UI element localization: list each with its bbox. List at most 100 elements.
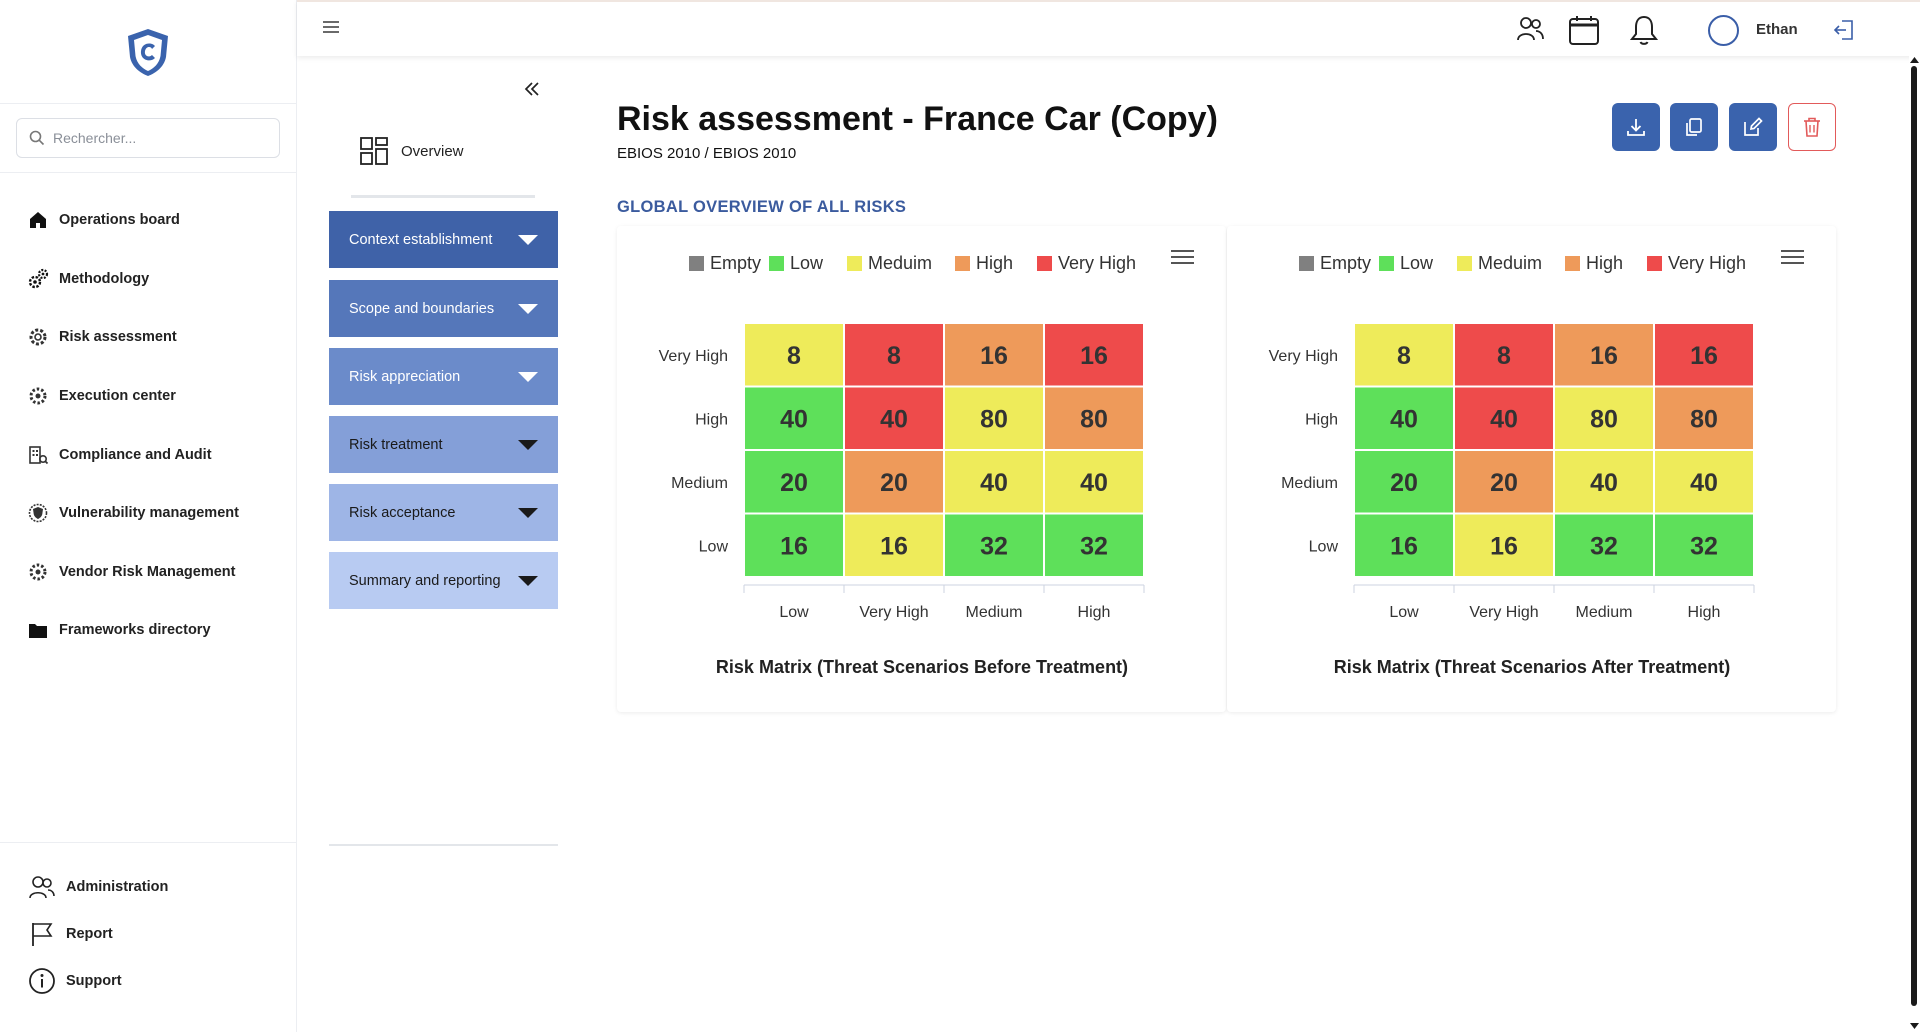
legend-item[interactable]: Low bbox=[769, 253, 824, 273]
matrix-cell[interactable] bbox=[1045, 451, 1143, 513]
matrix-cell[interactable] bbox=[745, 387, 843, 450]
cell-value-label: 8 bbox=[1397, 342, 1411, 370]
matrix-cell[interactable] bbox=[1045, 324, 1143, 386]
sidebar-item-support[interactable]: Support bbox=[0, 957, 297, 1004]
legend-item[interactable]: Low bbox=[1379, 253, 1434, 273]
matrix-cell[interactable] bbox=[1355, 387, 1453, 450]
sidebar-item-administration[interactable]: Administration bbox=[0, 863, 297, 910]
gear-icon bbox=[27, 326, 49, 348]
section-risk-treatment[interactable]: Risk treatment bbox=[329, 416, 558, 473]
cell-value-label: 20 bbox=[1390, 469, 1418, 497]
matrix-cell[interactable] bbox=[1555, 451, 1653, 513]
legend-item[interactable]: Meduim bbox=[847, 253, 932, 273]
user-name[interactable]: Ethan bbox=[1756, 21, 1798, 38]
matrix-cell[interactable] bbox=[1355, 324, 1453, 386]
matrix-cell[interactable] bbox=[1455, 324, 1553, 386]
matrix-cell[interactable] bbox=[845, 514, 943, 577]
matrix-cell[interactable] bbox=[1555, 514, 1653, 577]
chart-menu-icon[interactable] bbox=[1171, 250, 1194, 264]
sidebar-nav: Operations board Methodology Risk assess… bbox=[0, 173, 296, 660]
matrix-cell[interactable] bbox=[1355, 451, 1453, 513]
duplicate-button[interactable] bbox=[1670, 103, 1718, 151]
sidebar-item-report[interactable]: Report bbox=[0, 910, 297, 957]
scroll-down-icon[interactable] bbox=[1909, 1022, 1920, 1030]
chart-menu-icon[interactable] bbox=[1781, 250, 1804, 264]
matrix-cell[interactable] bbox=[945, 451, 1043, 513]
matrix-cell[interactable] bbox=[1555, 324, 1653, 386]
download-button[interactable] bbox=[1612, 103, 1660, 151]
matrix-cell[interactable] bbox=[1455, 514, 1553, 577]
logo-icon[interactable] bbox=[125, 27, 171, 77]
sidebar-item-vulnerability-management[interactable]: Vulnerability management bbox=[0, 484, 296, 543]
search-box[interactable] bbox=[16, 118, 280, 158]
y-tick-label: Medium bbox=[1281, 475, 1338, 492]
matrix-cell[interactable] bbox=[745, 451, 843, 513]
legend-item[interactable]: Empty bbox=[1299, 253, 1371, 273]
scroll-up-icon[interactable] bbox=[1909, 56, 1920, 64]
section-risk-acceptance[interactable]: Risk acceptance bbox=[329, 484, 558, 541]
matrix-cell[interactable] bbox=[745, 514, 843, 577]
matrix-cell[interactable] bbox=[1655, 451, 1753, 513]
caret-down-icon bbox=[518, 371, 538, 382]
cell-value-label: 40 bbox=[1590, 469, 1618, 497]
bell-icon[interactable] bbox=[1629, 14, 1659, 51]
legend-item[interactable]: High bbox=[1565, 253, 1623, 273]
overview-link[interactable]: Overview bbox=[359, 136, 464, 166]
section-summary-reporting[interactable]: Summary and reporting bbox=[329, 552, 558, 609]
matrix-cell[interactable] bbox=[945, 387, 1043, 450]
sidebar-item-label: Frameworks directory bbox=[59, 622, 211, 639]
matrix-cell[interactable] bbox=[945, 514, 1043, 577]
matrix-cell[interactable] bbox=[845, 451, 943, 513]
sidebar-item-compliance-audit[interactable]: Compliance and Audit bbox=[0, 425, 296, 484]
legend-swatch bbox=[1037, 256, 1052, 271]
sidebar-item-vendor-risk-management[interactable]: Vendor Risk Management bbox=[0, 543, 296, 602]
section-risk-appreciation[interactable]: Risk appreciation bbox=[329, 348, 558, 405]
matrix-cell[interactable] bbox=[1655, 324, 1753, 386]
users-icon[interactable] bbox=[1515, 14, 1545, 49]
matrix-cell[interactable] bbox=[1045, 387, 1143, 450]
matrix-cell[interactable] bbox=[845, 387, 943, 450]
scroll-thumb[interactable] bbox=[1911, 66, 1917, 1006]
legend-item[interactable]: Very High bbox=[1647, 253, 1746, 273]
legend-item[interactable]: Meduim bbox=[1457, 253, 1542, 273]
sidebar-item-methodology[interactable]: Methodology bbox=[0, 250, 296, 309]
sidebar-item-risk-assessment[interactable]: Risk assessment bbox=[0, 308, 296, 367]
page-scrollbar[interactable] bbox=[1909, 56, 1920, 1032]
matrix-cell[interactable] bbox=[1555, 387, 1653, 450]
cell-value-label: 32 bbox=[980, 532, 1008, 560]
matrix-cell[interactable] bbox=[1455, 451, 1553, 513]
section-scope-boundaries[interactable]: Scope and boundaries bbox=[329, 280, 558, 337]
legend-item[interactable]: Very High bbox=[1037, 253, 1136, 273]
matrix-cell[interactable] bbox=[1045, 514, 1143, 577]
matrix-cell[interactable] bbox=[1655, 387, 1753, 450]
section-context-establishment[interactable]: Context establishment bbox=[329, 211, 558, 268]
matrix-cell[interactable] bbox=[945, 324, 1043, 386]
cell-value-label: 40 bbox=[780, 405, 808, 433]
matrix-cell[interactable] bbox=[845, 324, 943, 386]
logout-icon[interactable] bbox=[1833, 18, 1855, 47]
sidebar-item-execution-center[interactable]: Execution center bbox=[0, 367, 296, 426]
x-tick-label: Low bbox=[1389, 604, 1419, 621]
legend-item[interactable]: High bbox=[955, 253, 1013, 273]
edit-button[interactable] bbox=[1729, 103, 1777, 151]
matrix-cell[interactable] bbox=[745, 324, 843, 386]
collapse-icon[interactable] bbox=[523, 80, 541, 103]
delete-button[interactable] bbox=[1788, 103, 1836, 151]
x-tick-label: High bbox=[1078, 604, 1111, 621]
chart-title: Risk Matrix (Threat Scenarios Before Tre… bbox=[716, 657, 1128, 677]
x-tick-label: Low bbox=[779, 604, 809, 621]
search-input[interactable] bbox=[53, 130, 253, 146]
legend-item[interactable]: Empty bbox=[689, 253, 761, 273]
legend-swatch bbox=[1457, 256, 1472, 271]
page-subtitle: EBIOS 2010 / EBIOS 2010 bbox=[617, 145, 797, 162]
cell-value-label: 8 bbox=[887, 342, 901, 370]
matrix-cell[interactable] bbox=[1355, 514, 1453, 577]
matrix-cell[interactable] bbox=[1455, 387, 1553, 450]
sidebar-item-frameworks-directory[interactable]: Frameworks directory bbox=[0, 601, 296, 660]
home-icon bbox=[27, 209, 49, 231]
calendar-icon[interactable] bbox=[1568, 14, 1600, 51]
matrix-cell[interactable] bbox=[1655, 514, 1753, 577]
hamburger-icon[interactable] bbox=[322, 20, 340, 39]
sidebar-item-operations-board[interactable]: Operations board bbox=[0, 191, 296, 250]
avatar[interactable] bbox=[1708, 15, 1739, 46]
